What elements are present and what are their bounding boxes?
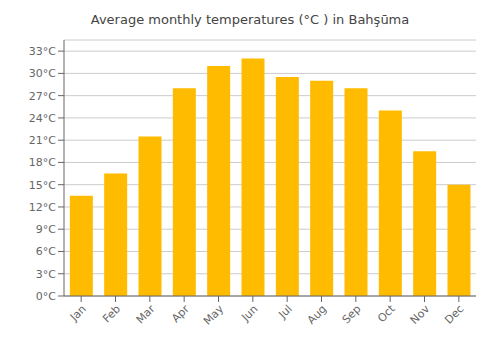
svg-text:Oct: Oct <box>375 302 398 325</box>
svg-text:Aug: Aug <box>305 302 329 326</box>
svg-text:15°C: 15°C <box>29 179 56 192</box>
svg-text:18°C: 18°C <box>29 156 56 169</box>
svg-text:Sep: Sep <box>340 302 364 326</box>
svg-text:May: May <box>201 302 227 328</box>
svg-text:Apr: Apr <box>169 302 192 325</box>
svg-text:6°C: 6°C <box>36 245 56 258</box>
svg-text:27°C: 27°C <box>29 90 56 103</box>
svg-text:Feb: Feb <box>100 302 123 325</box>
html-text:Average monthly temperatures (: Average monthly temperatures (°C ) in Ba… <box>90 12 410 27</box>
svg-text:9°C: 9°C <box>36 223 56 236</box>
svg-text:12°C: 12°C <box>29 201 56 214</box>
svg-text:30°C: 30°C <box>29 67 56 80</box>
svg-text:Dec: Dec <box>442 302 466 326</box>
svg-text:3°C: 3°C <box>36 268 56 281</box>
svg-text:33°C: 33°C <box>29 45 56 58</box>
svg-text:Jan: Jan <box>67 302 89 324</box>
svg-text:24°C: 24°C <box>29 112 56 125</box>
svg-text:Nov: Nov <box>408 302 433 327</box>
svg-text:Mar: Mar <box>134 302 158 326</box>
svg-text:0°C: 0°C <box>36 290 56 303</box>
svg-text:Jul: Jul <box>276 302 295 321</box>
svg-text:21°C: 21°C <box>29 134 56 147</box>
svg-text:Jun: Jun <box>238 302 260 324</box>
